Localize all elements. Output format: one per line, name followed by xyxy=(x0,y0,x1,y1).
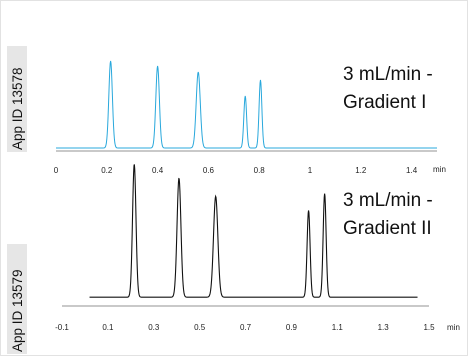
top-app-id-label: App ID 13578 xyxy=(10,67,25,150)
top-chromatogram: App ID 13578 0 0.2 0.4 0.6 0.8 1 1.2 1.4 min 3 … xyxy=(7,46,446,175)
top-series-line xyxy=(56,60,437,149)
x-tick-label: 0 xyxy=(54,166,59,175)
x-tick-label: 0.9 xyxy=(286,323,298,332)
bottom-app-id-label: App ID 13579 xyxy=(10,269,25,352)
x-tick-label: 0.6 xyxy=(203,166,215,175)
x-tick-label: -0.1 xyxy=(55,323,69,332)
x-tick-label: 0.4 xyxy=(152,166,164,175)
bottom-app-id-bg xyxy=(7,244,27,354)
bottom-series-line xyxy=(89,164,418,298)
top-app-id-bg xyxy=(7,46,27,152)
x-tick-label: 1.4 xyxy=(406,166,418,175)
x-tick-label: 1.1 xyxy=(332,323,344,332)
x-tick-label: 1.5 xyxy=(423,323,435,332)
x-tick-label: 0.3 xyxy=(148,323,160,332)
x-tick-label: 0.5 xyxy=(194,323,206,332)
bottom-condition-line1: 3 mL/min - xyxy=(343,190,433,211)
x-tick-label: 0.8 xyxy=(254,166,266,175)
top-x-unit-label: min xyxy=(433,165,446,174)
bottom-x-tick-labels: -0.1 0.1 0.3 0.5 0.7 0.9 1.1 1.3 1.5 xyxy=(55,323,435,332)
x-tick-label: 1.3 xyxy=(378,323,390,332)
bottom-condition-line2: Gradient II xyxy=(343,218,432,239)
x-tick-label: 0.7 xyxy=(240,323,252,332)
bottom-x-unit-label: min xyxy=(447,323,460,332)
x-tick-label: 0.1 xyxy=(102,323,114,332)
top-x-tick-labels: 0 0.2 0.4 0.6 0.8 1 1.2 1.4 xyxy=(54,166,418,175)
top-condition-line2: Gradient I xyxy=(343,92,426,113)
bottom-chromatogram: App ID 13579 -0.1 0.1 0.3 0.5 0.7 0.9 1.1 1.3 1.… xyxy=(7,164,460,354)
x-tick-label: 0.2 xyxy=(101,166,113,175)
x-tick-label: 1.2 xyxy=(355,166,367,175)
x-tick-label: 1 xyxy=(308,166,313,175)
top-condition-line1: 3 mL/min - xyxy=(343,64,433,85)
